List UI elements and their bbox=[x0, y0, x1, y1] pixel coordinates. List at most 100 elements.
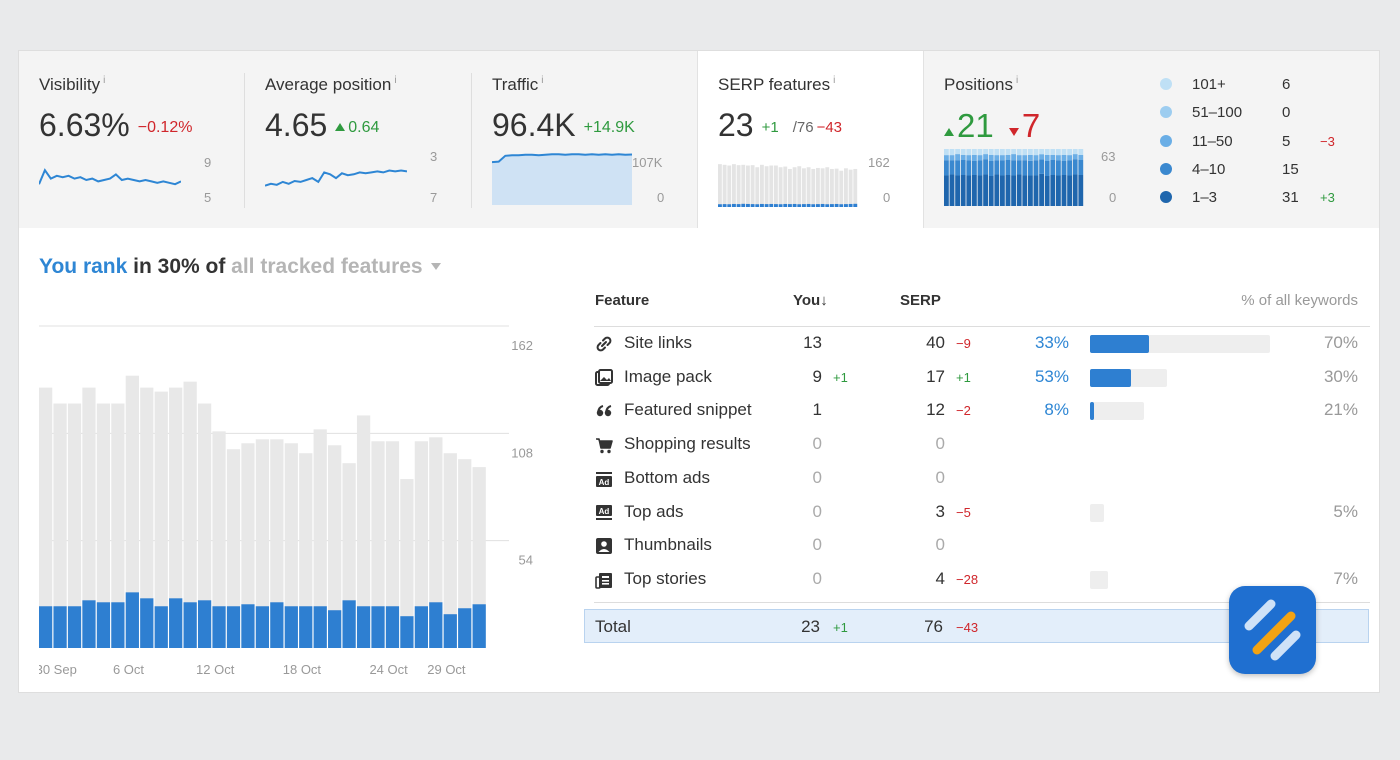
you-bar[interactable] bbox=[82, 600, 96, 648]
feature-name[interactable]: Top stories bbox=[624, 568, 707, 588]
you-bar[interactable] bbox=[270, 602, 284, 648]
scope-dropdown[interactable]: all tracked features bbox=[231, 255, 441, 278]
legend-item-11-50[interactable]: 11–50 5 −3 bbox=[1160, 131, 1335, 151]
serp-features-value: 23 +1/76 −43 bbox=[718, 107, 843, 143]
serp-bar[interactable] bbox=[284, 443, 298, 648]
serp-bar[interactable] bbox=[96, 403, 111, 648]
serp-bar[interactable] bbox=[356, 415, 371, 648]
you-bar[interactable] bbox=[458, 608, 472, 648]
you-bar[interactable] bbox=[385, 606, 400, 648]
legend-item-101-plus[interactable]: 101+ 6 bbox=[1160, 74, 1320, 94]
header-serp[interactable]: SERP bbox=[900, 292, 941, 309]
serp-bar[interactable] bbox=[67, 403, 82, 648]
serp-bar[interactable] bbox=[270, 439, 284, 648]
serp-bar[interactable] bbox=[226, 449, 241, 648]
serp-bar[interactable] bbox=[111, 403, 125, 648]
you-bar[interactable] bbox=[197, 600, 212, 648]
you-bar[interactable] bbox=[429, 602, 443, 648]
you-bar[interactable] bbox=[356, 606, 371, 648]
you-bar[interactable] bbox=[472, 604, 486, 648]
serp-bar[interactable] bbox=[414, 441, 428, 648]
legend-item-4-10[interactable]: 4–10 15 bbox=[1160, 159, 1320, 179]
serp-bar[interactable] bbox=[154, 391, 168, 648]
traffic-card[interactable]: Traffic i 96.4K +14.9K 107K 0 bbox=[472, 51, 698, 228]
legend-item-51-100[interactable]: 51–100 0 bbox=[1160, 102, 1320, 122]
serp-bar[interactable] bbox=[472, 467, 486, 648]
you-bar[interactable] bbox=[154, 606, 168, 648]
table-row[interactable]: Top stories 0 4 −28 7% bbox=[585, 563, 1370, 596]
you-bar[interactable] bbox=[96, 602, 111, 648]
you-bar[interactable] bbox=[241, 604, 255, 648]
serp-bar[interactable] bbox=[328, 445, 342, 648]
table-row[interactable]: Ad Bottom ads 0 0 bbox=[585, 462, 1370, 495]
you-bar[interactable] bbox=[53, 606, 67, 648]
serp-bar[interactable] bbox=[39, 387, 53, 648]
serp-bar[interactable] bbox=[429, 437, 443, 648]
serp-bar[interactable] bbox=[183, 381, 197, 648]
header-feature[interactable]: Feature bbox=[595, 292, 650, 309]
table-row[interactable]: Ad Top ads 0 3 −5 5% bbox=[585, 496, 1370, 529]
you-bar[interactable] bbox=[284, 606, 298, 648]
visibility-card[interactable]: Visibility i 6.63% −0.12% 9 5 bbox=[19, 51, 245, 228]
serp-bar[interactable] bbox=[82, 387, 96, 648]
serp-bar[interactable] bbox=[197, 403, 212, 648]
serp-bar[interactable] bbox=[125, 375, 139, 648]
table-row[interactable]: Featured snippet 1 12 −2 8% 21% bbox=[585, 394, 1370, 427]
you-bar[interactable] bbox=[212, 606, 226, 648]
you-bar[interactable] bbox=[443, 614, 457, 648]
serp-bar[interactable] bbox=[371, 441, 385, 648]
serp-bar[interactable] bbox=[443, 453, 457, 648]
you-bar[interactable] bbox=[371, 606, 385, 648]
you-bar[interactable] bbox=[342, 600, 356, 648]
you-bar[interactable] bbox=[111, 602, 125, 648]
positions-card[interactable]: Positions i 21 7 63 0 101+ 6 51–100 0 bbox=[923, 51, 1379, 228]
you-bar[interactable] bbox=[39, 606, 53, 648]
average-position-card[interactable]: Average position i 4.65 0.64 3 7 bbox=[245, 51, 472, 228]
you-bar[interactable] bbox=[226, 606, 241, 648]
feature-name[interactable]: Shopping results bbox=[624, 434, 751, 454]
info-icon[interactable]: i bbox=[103, 75, 106, 87]
legend-item-1-3[interactable]: 1–3 31 +3 bbox=[1160, 187, 1335, 207]
info-icon[interactable]: i bbox=[394, 75, 397, 87]
feature-name[interactable]: Image pack bbox=[624, 366, 712, 386]
you-bar[interactable] bbox=[299, 606, 313, 648]
you-bar[interactable] bbox=[255, 606, 270, 648]
serp-bar[interactable] bbox=[241, 443, 255, 648]
header-you[interactable]: You↓ bbox=[793, 292, 828, 309]
info-icon[interactable]: i bbox=[541, 75, 544, 87]
you-bar[interactable] bbox=[183, 602, 197, 648]
you-bar[interactable] bbox=[169, 598, 183, 648]
serp-bar[interactable] bbox=[400, 479, 414, 648]
info-icon[interactable]: i bbox=[833, 75, 836, 87]
you-bar[interactable] bbox=[313, 606, 327, 648]
feature-name[interactable]: Featured snippet bbox=[624, 400, 752, 420]
you-bar[interactable] bbox=[414, 606, 428, 648]
table-row[interactable]: Thumbnails 0 0 bbox=[585, 529, 1370, 562]
serp-bar[interactable] bbox=[140, 387, 154, 648]
you-bar[interactable] bbox=[67, 606, 82, 648]
table-row[interactable]: Shopping results 0 0 bbox=[585, 428, 1370, 461]
feature-name[interactable]: Bottom ads bbox=[624, 467, 710, 487]
serp-bar[interactable] bbox=[385, 441, 400, 648]
table-row[interactable]: Site links 13 40 −9 33% 70% bbox=[585, 327, 1370, 360]
info-icon[interactable]: i bbox=[1015, 75, 1019, 87]
you-bar[interactable] bbox=[140, 598, 154, 648]
serp-bar[interactable] bbox=[313, 429, 327, 648]
feature-name[interactable]: Thumbnails bbox=[624, 535, 712, 555]
serp-bar[interactable] bbox=[458, 459, 472, 648]
serp-bar[interactable] bbox=[255, 439, 270, 648]
you-bar[interactable] bbox=[400, 616, 414, 648]
serp-bar[interactable] bbox=[299, 453, 313, 648]
header-percent-keywords[interactable]: % of all keywords bbox=[1241, 292, 1358, 309]
feature-name[interactable]: Site links bbox=[624, 333, 693, 352]
serp-bar[interactable] bbox=[169, 387, 183, 648]
serp-features-card[interactable]: SERP features i 23 +1/76 −43 162 0 bbox=[698, 51, 923, 229]
you-bar[interactable] bbox=[125, 592, 139, 648]
table-row[interactable]: Image pack 9 +1 17 +1 53% 30% bbox=[585, 361, 1370, 394]
you-bar[interactable] bbox=[328, 610, 342, 648]
positions-segment bbox=[1005, 175, 1011, 206]
serp-bar[interactable] bbox=[53, 403, 67, 648]
serp-mini-bar bbox=[820, 168, 825, 207]
serp-bar[interactable] bbox=[212, 431, 226, 648]
feature-name[interactable]: Top ads bbox=[624, 501, 684, 521]
